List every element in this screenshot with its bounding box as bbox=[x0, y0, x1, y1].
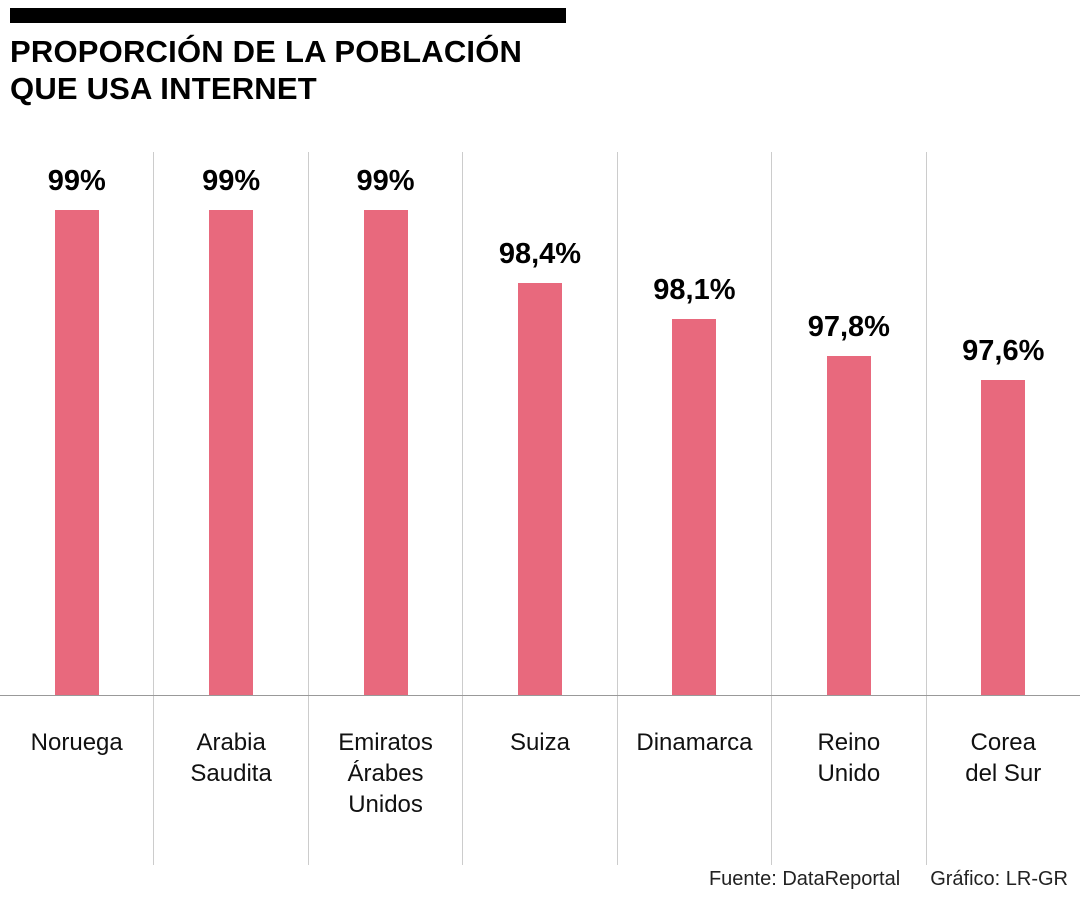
category-label: Reino Unido bbox=[817, 729, 881, 788]
bar bbox=[517, 283, 562, 695]
source-label: Fuente: DataReportal bbox=[708, 868, 901, 890]
chart-area: 99% Noruega 99% Arabia Saudita 99% Emiratos Á… bbox=[0, 152, 1080, 865]
category-label-wrap: Emiratos Árabes Unidos bbox=[309, 695, 462, 865]
chart-baseline bbox=[0, 695, 1080, 696]
bar-value-label: 98,1% bbox=[653, 274, 736, 306]
bar-plot: 97,6% bbox=[927, 152, 1080, 695]
category-label-wrap: Reino Unido bbox=[772, 695, 925, 865]
chart-column: 98,1% Dinamarca bbox=[618, 152, 773, 865]
bar bbox=[54, 210, 99, 695]
bar-value-label: 99% bbox=[47, 165, 106, 197]
bar-value-label: 99% bbox=[202, 165, 261, 197]
category-label-wrap: Dinamarca bbox=[618, 695, 771, 865]
chart-column: 99% Emiratos Árabes Unidos bbox=[309, 152, 464, 865]
bar-value-label: 97,6% bbox=[962, 335, 1045, 367]
bar-value-label: 98,4% bbox=[498, 238, 582, 270]
title-top-rule bbox=[10, 8, 566, 23]
category-label: Dinamarca bbox=[636, 729, 753, 756]
bar-plot: 98,4% bbox=[463, 152, 616, 695]
bar bbox=[981, 380, 1026, 695]
bar bbox=[363, 210, 408, 695]
category-label-wrap: Noruega bbox=[0, 695, 153, 865]
page-title-line1: PROPORCIÓN DE LA POBLACIÓN bbox=[10, 34, 523, 69]
category-label-wrap: Arabia Saudita bbox=[154, 695, 307, 865]
page-title-line2: QUE USA INTERNET bbox=[10, 71, 317, 107]
category-label: Corea del Sur bbox=[965, 729, 1042, 788]
category-label: Emiratos Árabes Unidos bbox=[338, 729, 433, 819]
bar-plot: 97,8% bbox=[772, 152, 925, 695]
chart-column: 99% Noruega bbox=[0, 152, 155, 865]
credit-label: Gráfico: LR-GR bbox=[930, 868, 1068, 890]
page-title: PROPORCIÓN DE LA POBLACIÓN QUE USA INTER… bbox=[10, 33, 522, 107]
bar-plot: 99% bbox=[0, 152, 153, 695]
bar bbox=[209, 210, 254, 695]
chart-column: 97,6% Corea del Sur bbox=[927, 152, 1080, 865]
bar-chart: 99% Noruega 99% Arabia Saudita 99% Emiratos Á… bbox=[0, 152, 1080, 865]
category-label: Suiza bbox=[509, 729, 570, 756]
bar-plot: 98,1% bbox=[618, 152, 771, 695]
category-label: Noruega bbox=[30, 729, 123, 756]
bar bbox=[672, 319, 717, 695]
bar-value-label: 99% bbox=[356, 165, 415, 197]
category-label-wrap: Corea del Sur bbox=[927, 695, 1080, 865]
chart-footer: Fuente: DataReportal Gráfico: LR-GR bbox=[709, 868, 1068, 891]
chart-column: 97,8% Reino Unido bbox=[772, 152, 927, 865]
category-label-wrap: Suiza bbox=[463, 695, 616, 865]
bar-plot: 99% bbox=[154, 152, 307, 695]
category-label: Arabia Saudita bbox=[190, 729, 272, 788]
bar bbox=[826, 356, 871, 695]
chart-column: 99% Arabia Saudita bbox=[154, 152, 309, 865]
bar-plot: 99% bbox=[309, 152, 462, 695]
chart-column: 98,4% Suiza bbox=[463, 152, 618, 865]
bar-value-label: 97,8% bbox=[807, 311, 890, 343]
